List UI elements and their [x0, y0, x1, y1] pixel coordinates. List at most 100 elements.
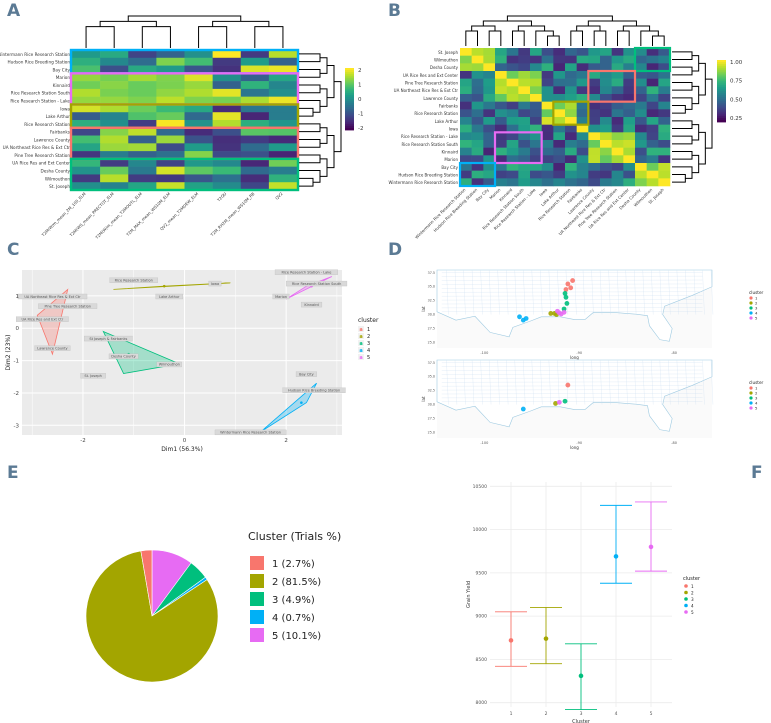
heatmap-cell — [611, 94, 624, 102]
heatmap-cell — [471, 55, 484, 64]
heatmap-cell — [646, 94, 659, 102]
heatmap-cell — [460, 132, 472, 141]
heatmap-cell — [212, 166, 242, 175]
heatmap-cell — [495, 163, 507, 171]
heatmap-cell — [530, 109, 542, 118]
heatmap-cell — [506, 94, 519, 102]
legend-label: 5 (10.1%) — [272, 631, 321, 642]
heatmap-cell — [495, 132, 507, 141]
heatmap-cell — [553, 170, 566, 179]
heatmap-cell — [600, 155, 612, 164]
colorbar-segment — [345, 86, 354, 90]
column-dendrogram — [640, 30, 659, 46]
legend-key-bg — [358, 354, 364, 360]
heatmap-cell — [553, 101, 566, 110]
legend-key — [749, 306, 753, 310]
heatmap-cell — [541, 132, 554, 141]
heatmap-cell — [600, 101, 612, 110]
heatmap-cell — [553, 163, 566, 171]
heatmap-cell — [483, 163, 496, 171]
heatmap-cell — [518, 155, 531, 164]
column-dendrogram — [482, 20, 532, 26]
site-point — [555, 308, 560, 314]
heatmap-cell — [623, 163, 636, 171]
heatmap-cell — [471, 170, 484, 179]
heatmap-cell — [611, 86, 624, 95]
heatmap-cell — [100, 81, 129, 90]
row-dendrogram — [672, 82, 693, 91]
heatmap-cell — [100, 57, 129, 66]
heatmap-cell — [541, 170, 554, 179]
heatmap-cell — [495, 55, 507, 64]
heatmap-cell — [635, 178, 647, 187]
heatmap-cell — [623, 178, 636, 187]
heatmap-cell — [72, 57, 101, 66]
county-line — [441, 397, 703, 399]
row-dendrogram — [299, 138, 321, 148]
legend-label: 4 — [367, 348, 370, 354]
heatmap-cell — [576, 124, 589, 133]
column-label: Bay City — [475, 187, 491, 203]
heatmap-cell — [611, 170, 624, 179]
heatmap-cell — [268, 88, 298, 97]
heatmap-cell — [184, 151, 213, 160]
heatmap-cell — [588, 155, 601, 164]
heatmap-cell — [541, 94, 554, 102]
point-label: Bay City — [299, 372, 314, 376]
colorbar-segment — [345, 74, 354, 77]
heatmap-cell — [156, 166, 185, 175]
colorbar-segment — [345, 127, 354, 131]
row-label: Iowa — [449, 126, 459, 131]
heatmap-cell — [658, 78, 671, 87]
colorbar-segment — [345, 68, 354, 71]
county-line — [642, 270, 645, 315]
heatmap-cell — [600, 55, 612, 64]
legend-key — [684, 590, 688, 595]
point-label: Rice Research Station - Lake — [282, 271, 332, 275]
heatmap-cell — [658, 86, 671, 95]
county-line — [608, 360, 611, 405]
county-line — [685, 360, 688, 405]
heatmap-cell — [268, 57, 298, 66]
colorbar-segment — [345, 105, 354, 108]
heatmap-cell — [128, 112, 157, 121]
heatmap-cell — [588, 147, 601, 156]
point-label-box — [34, 345, 71, 351]
heatmap-cell — [240, 158, 270, 167]
heatmap-cell — [128, 143, 157, 152]
legend-key — [749, 406, 753, 410]
colorbar-segment — [717, 72, 726, 75]
county-line — [668, 360, 671, 405]
row-label: Rice Research Station South — [401, 142, 458, 147]
heatmap-cell — [72, 65, 101, 74]
heatmap-cell — [565, 155, 577, 164]
heatmap-cell — [483, 170, 496, 179]
heatmap-cell — [100, 174, 129, 183]
heatmap-cell — [128, 88, 157, 97]
heatmap-cell — [530, 55, 542, 64]
column-label: T2M(W/m_mean_2M_100_ELM — [40, 191, 87, 238]
row-dendrogram — [692, 55, 700, 72]
county-line — [574, 270, 577, 315]
heatmap-cell — [495, 109, 507, 118]
cluster-box — [69, 157, 300, 192]
heatmap-cell — [128, 174, 157, 183]
site-point — [561, 306, 567, 312]
heatmap-cell — [600, 48, 612, 56]
heatmap-cell — [72, 182, 101, 191]
heatmap-cell — [460, 117, 472, 125]
heatmap-cell — [565, 78, 577, 87]
cluster-hull — [113, 282, 231, 290]
row-dendrogram — [299, 53, 321, 63]
heatmap-cell — [506, 71, 519, 79]
point-label: St. Joseph — [84, 374, 101, 378]
heatmap-cell — [658, 63, 671, 72]
county-line — [565, 360, 568, 405]
heatmap-cell — [530, 132, 542, 141]
heatmap-cell — [72, 166, 101, 175]
heatmap-cell — [212, 151, 242, 160]
heatmap-cell — [646, 163, 659, 171]
heatmap-cell — [460, 48, 472, 56]
heatmap-cell — [240, 50, 270, 59]
heatmap-cell — [588, 140, 601, 148]
